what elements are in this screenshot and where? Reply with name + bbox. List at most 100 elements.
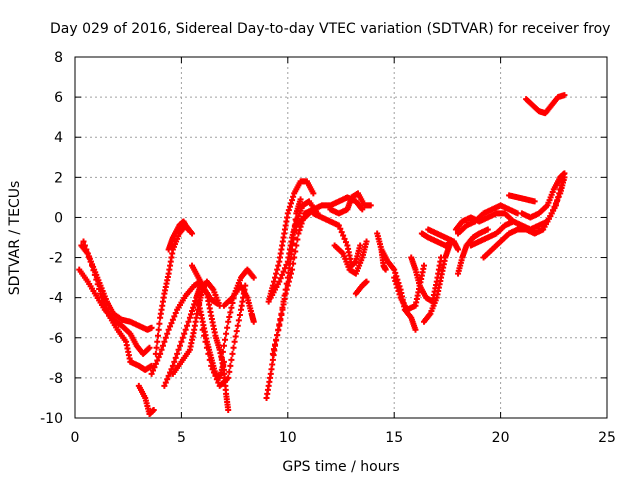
data-point <box>229 350 236 357</box>
data-point <box>93 276 100 283</box>
data-point <box>224 324 231 331</box>
data-point <box>161 338 168 345</box>
y-axis-label: SDTVAR / TECUs <box>7 181 23 296</box>
chart-title: Day 029 of 2016, Sidereal Day-to-day VTE… <box>50 21 610 37</box>
data-point <box>292 248 299 255</box>
series-track-12 <box>203 290 232 413</box>
data-point <box>214 300 221 307</box>
data-point <box>250 318 257 325</box>
data-point <box>289 246 296 253</box>
data-point <box>152 360 159 367</box>
data-point <box>158 346 165 353</box>
grid <box>75 57 607 418</box>
data-point <box>286 203 293 210</box>
data-point <box>232 333 239 340</box>
data-point <box>231 338 238 345</box>
data-point <box>176 342 183 349</box>
data-point <box>275 262 282 269</box>
data-point <box>159 342 166 349</box>
data-point <box>206 356 213 363</box>
data-point <box>162 334 169 341</box>
data-point <box>154 332 161 339</box>
data-point <box>154 357 161 364</box>
data-point <box>287 270 294 277</box>
data-point <box>555 193 562 200</box>
data-point <box>223 330 230 337</box>
data-point <box>189 308 196 315</box>
data-point <box>178 338 185 345</box>
y-tick-label: 4 <box>54 130 63 146</box>
data-point <box>157 350 164 357</box>
data-point <box>287 200 294 207</box>
x-tick-label: 20 <box>492 430 510 446</box>
x-tick-label: 15 <box>385 430 403 446</box>
axis-ticks: 0 5 10 15 20 25 -10 -8 -6 -4 -2 0 2 4 6 8 <box>40 50 616 446</box>
data-point <box>233 328 240 335</box>
series-track-37 <box>506 192 538 205</box>
data-point <box>168 320 175 327</box>
data-point <box>290 260 297 267</box>
data-point <box>281 296 288 303</box>
series-track-36 <box>480 174 568 261</box>
x-tick-label: 0 <box>71 430 80 446</box>
data-point <box>148 370 155 377</box>
data-point <box>278 312 285 319</box>
data-point <box>561 170 568 177</box>
data-point <box>394 284 401 291</box>
data-point <box>226 368 233 375</box>
data-point <box>484 226 491 233</box>
series-track-8 <box>165 218 191 253</box>
data-point <box>228 356 235 363</box>
data-point <box>291 228 298 235</box>
data-point <box>276 278 283 285</box>
data-point <box>293 242 300 249</box>
series-track-4 <box>135 382 157 417</box>
data-point <box>225 406 232 413</box>
data-point <box>289 240 296 247</box>
data-point <box>367 202 374 209</box>
data-point <box>179 334 186 341</box>
data-point <box>338 229 345 236</box>
data-point <box>280 301 287 308</box>
data-point <box>295 230 302 237</box>
data-point <box>551 203 558 210</box>
data-points <box>76 92 568 417</box>
data-point <box>284 210 291 217</box>
series-track-9 <box>169 278 223 377</box>
data-point <box>225 318 232 325</box>
data-point <box>101 301 108 308</box>
series-track-33 <box>455 202 521 237</box>
data-point <box>290 193 297 200</box>
data-point <box>341 235 348 242</box>
data-point <box>87 258 94 265</box>
data-point <box>182 326 189 333</box>
series-track-21 <box>310 210 364 269</box>
series-track-15 <box>220 282 257 325</box>
data-point <box>172 310 179 317</box>
x-tick-label: 10 <box>279 430 297 446</box>
data-point <box>235 317 242 324</box>
series-track-5 <box>152 222 196 357</box>
data-point <box>286 274 293 281</box>
series-track-29 <box>420 242 453 325</box>
data-point <box>269 350 276 357</box>
data-point <box>164 376 171 383</box>
data-point <box>186 314 193 321</box>
data-point <box>359 206 366 213</box>
data-point <box>230 344 237 351</box>
y-tick-label: -2 <box>49 251 63 267</box>
data-point <box>272 274 279 281</box>
data-point <box>205 350 212 357</box>
data-point <box>363 278 370 285</box>
data-point <box>391 266 398 273</box>
data-point <box>169 362 176 369</box>
data-point <box>202 338 209 345</box>
data-point <box>296 227 303 234</box>
data-point <box>340 232 347 239</box>
data-point <box>174 350 181 357</box>
data-point <box>209 366 216 373</box>
data-point <box>164 330 171 337</box>
data-point <box>220 342 227 349</box>
data-point <box>154 338 161 345</box>
data-point <box>548 210 555 217</box>
